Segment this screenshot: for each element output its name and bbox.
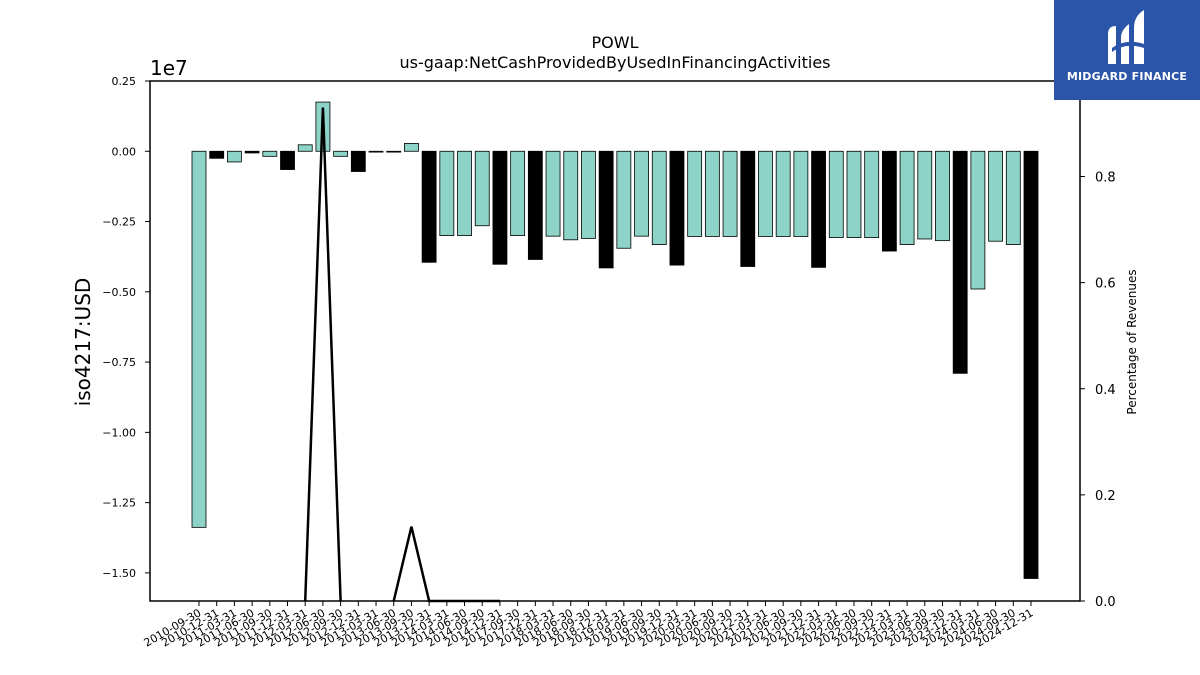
bar [527, 150, 543, 260]
bar [899, 150, 915, 245]
bar [510, 150, 526, 236]
midgard-logo-icon [1108, 10, 1144, 64]
bar [563, 150, 579, 241]
bar [775, 150, 791, 237]
bar [634, 150, 649, 237]
bar [581, 150, 596, 239]
brand-logo: MIDGARD FINANCE [1054, 0, 1200, 100]
bar [917, 150, 933, 240]
y-tick-label: −1.50 [102, 567, 136, 580]
bar [439, 150, 455, 236]
bar [935, 150, 950, 242]
chart-title: POWL [592, 33, 639, 52]
y2-axis-label: Percentage of Revenues [1125, 269, 1139, 414]
y-tick-label: 0.00 [112, 145, 137, 158]
line-segment [303, 107, 342, 602]
y-tick-label: −0.50 [102, 286, 136, 299]
bar [988, 150, 1003, 242]
y2-tick-label: 0.2 [1095, 489, 1116, 504]
bar [244, 150, 260, 154]
bar [740, 150, 756, 267]
bar [474, 150, 490, 227]
bar [828, 150, 844, 238]
y2-tick-label: 0.4 [1095, 383, 1116, 398]
bar [368, 150, 384, 153]
axes-group: 0.25 0.00 −0.25 −0.50 −0.75 −1.00 −1.25 −1.50 0.… [102, 75, 1115, 650]
bar [1023, 150, 1039, 579]
bar [811, 150, 826, 268]
bar [864, 150, 880, 238]
bar [704, 150, 720, 237]
y-tick-label: 0.25 [112, 75, 137, 88]
y-tick-label: −0.75 [102, 356, 136, 369]
y-tick-label: −0.25 [102, 216, 136, 229]
y2-tick-label: 0.6 [1095, 277, 1116, 292]
bar [492, 150, 508, 265]
bar [881, 150, 897, 252]
bar [598, 150, 614, 269]
chart-subtitle: us-gaap:NetCashProvidedByUsedInFinancing… [399, 53, 830, 72]
bar [722, 150, 738, 237]
bar [350, 150, 366, 172]
bar [651, 150, 667, 245]
bar [616, 150, 632, 249]
y-axis-label: iso4217:USD [71, 278, 95, 407]
bar [386, 150, 402, 153]
bar [457, 150, 472, 236]
bar [846, 150, 862, 238]
bar [952, 150, 968, 374]
y2-tick-label: 0.0 [1095, 595, 1116, 610]
bar [227, 150, 242, 163]
bar [970, 150, 986, 290]
bar [1005, 150, 1021, 245]
bar [758, 150, 773, 237]
bar [262, 150, 278, 157]
bars-group [191, 101, 1039, 579]
bar [191, 150, 207, 528]
bar [333, 150, 349, 157]
bar [545, 150, 561, 237]
y-tick-label: −1.00 [102, 426, 136, 439]
brand-name: MIDGARD FINANCE [1066, 70, 1188, 83]
bar [421, 150, 437, 263]
bar [404, 142, 419, 152]
bar [280, 150, 295, 170]
y-tick-label: −1.25 [102, 497, 136, 510]
bar [793, 150, 809, 237]
plot-frame [149, 80, 1081, 602]
bar [687, 150, 703, 237]
bar [297, 144, 313, 152]
y2-tick-label: 0.8 [1095, 171, 1116, 186]
line-segment [392, 526, 500, 603]
bar [669, 150, 685, 266]
bar [209, 150, 225, 159]
y-offset-text: 1e7 [150, 56, 188, 80]
